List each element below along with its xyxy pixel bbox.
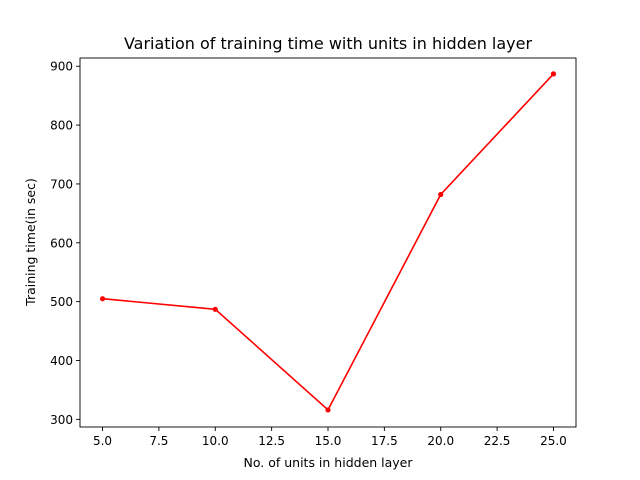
y-axis-label: Training time(in sec) [23,178,38,307]
x-tick-label: 22.5 [484,434,511,448]
data-point [99,296,106,302]
y-tick-label: 900 [50,60,73,74]
y-tick-label: 700 [50,177,73,191]
x-tick-label: 20.0 [427,434,454,448]
chart-title: Variation of training time with units in… [124,34,533,53]
y-tick-label: 800 [50,119,73,133]
y-tick-label: 500 [50,295,73,309]
y-tick-label: 400 [50,354,73,368]
x-tick-label: 15.0 [315,434,342,448]
x-tick-label: 25.0 [540,434,567,448]
y-tick-label: 600 [50,236,73,250]
data-point [325,407,331,413]
data-point [550,71,557,77]
x-tick-label: 5.0 [93,434,112,448]
x-tick-label: 12.5 [258,434,285,448]
x-axis-label: No. of units in hidden layer [243,455,413,470]
x-tick-label: 17.5 [371,434,398,448]
plot-area: 5.0 7.5 10.0 12.5 15.0 17.5 20.0 22.5 25.0 300 400… [50,57,577,448]
x-tick-label: 7.5 [149,434,168,448]
y-tick-label: 300 [50,413,73,427]
x-tick-label: 10.0 [202,434,229,448]
data-point [212,306,218,312]
data-point [438,191,444,198]
